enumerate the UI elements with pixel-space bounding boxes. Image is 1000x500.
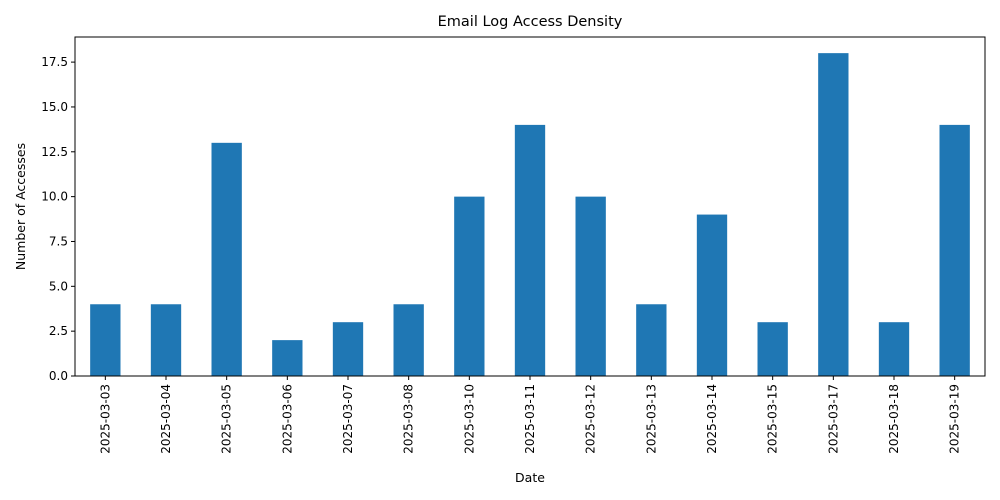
x-tick-label: 2025-03-19 (948, 384, 962, 454)
x-tick-label: 2025-03-10 (462, 384, 476, 454)
x-tick-label: 2025-03-15 (766, 384, 780, 454)
y-tick-label: 12.5 (41, 145, 68, 159)
bar-2025-03-17 (818, 53, 849, 377)
bar-2025-03-11 (514, 124, 546, 376)
bar-2025-03-04 (150, 304, 182, 376)
y-tick-label: 15.0 (41, 100, 68, 114)
x-tick-label: 2025-03-17 (826, 384, 840, 454)
chart-title: Email Log Access Density (438, 14, 623, 30)
bar-2025-03-05 (211, 142, 242, 376)
y-axis-label: Number of Accesses (13, 143, 28, 270)
x-tick-label: 2025-03-05 (220, 384, 234, 454)
x-tick-label: 2025-03-18 (887, 384, 901, 454)
x-axis-label: Date (515, 470, 545, 485)
bar-2025-03-12 (575, 196, 606, 376)
x-tick-label: 2025-03-06 (280, 384, 294, 454)
bar-2025-03-19 (939, 124, 970, 376)
y-tick-label: 0.0 (49, 369, 68, 383)
bar-2025-03-06 (272, 340, 303, 376)
bar-2025-03-10 (454, 196, 485, 376)
x-tick-label: 2025-03-11 (523, 384, 537, 454)
bar-2025-03-18 (878, 322, 910, 376)
y-tick-label: 17.5 (41, 55, 68, 69)
plot-frame (74, 36, 986, 377)
bar-2025-03-14 (696, 214, 728, 376)
x-tick-label: 2025-03-13 (644, 384, 658, 454)
bar-2025-03-08 (393, 304, 424, 376)
x-tick-label: 2025-03-04 (159, 384, 173, 454)
x-tick-label: 2025-03-12 (584, 384, 598, 454)
x-tick-label: 2025-03-03 (98, 384, 112, 454)
x-tick-label: 2025-03-14 (705, 384, 719, 454)
y-tick-label: 5.0 (49, 279, 68, 293)
x-axis: 2025-03-03 2025-03-04 2025-03-05 2025-03-06… (98, 376, 962, 454)
y-axis: 0.0 2.5 5.0 7.5 10.0 12.5 15.0 17.5 (41, 55, 75, 383)
y-tick-label: 2.5 (49, 324, 68, 338)
x-tick-label: 2025-03-07 (341, 384, 355, 454)
bar-2025-03-03 (90, 304, 121, 376)
x-tick-label: 2025-03-08 (402, 384, 416, 454)
bar-2025-03-07 (332, 322, 364, 376)
y-tick-label: 7.5 (49, 234, 68, 248)
y-tick-label: 10.0 (41, 190, 68, 204)
bars-group (90, 53, 970, 377)
bar-2025-03-13 (636, 304, 667, 376)
bar-2025-03-15 (757, 322, 788, 376)
